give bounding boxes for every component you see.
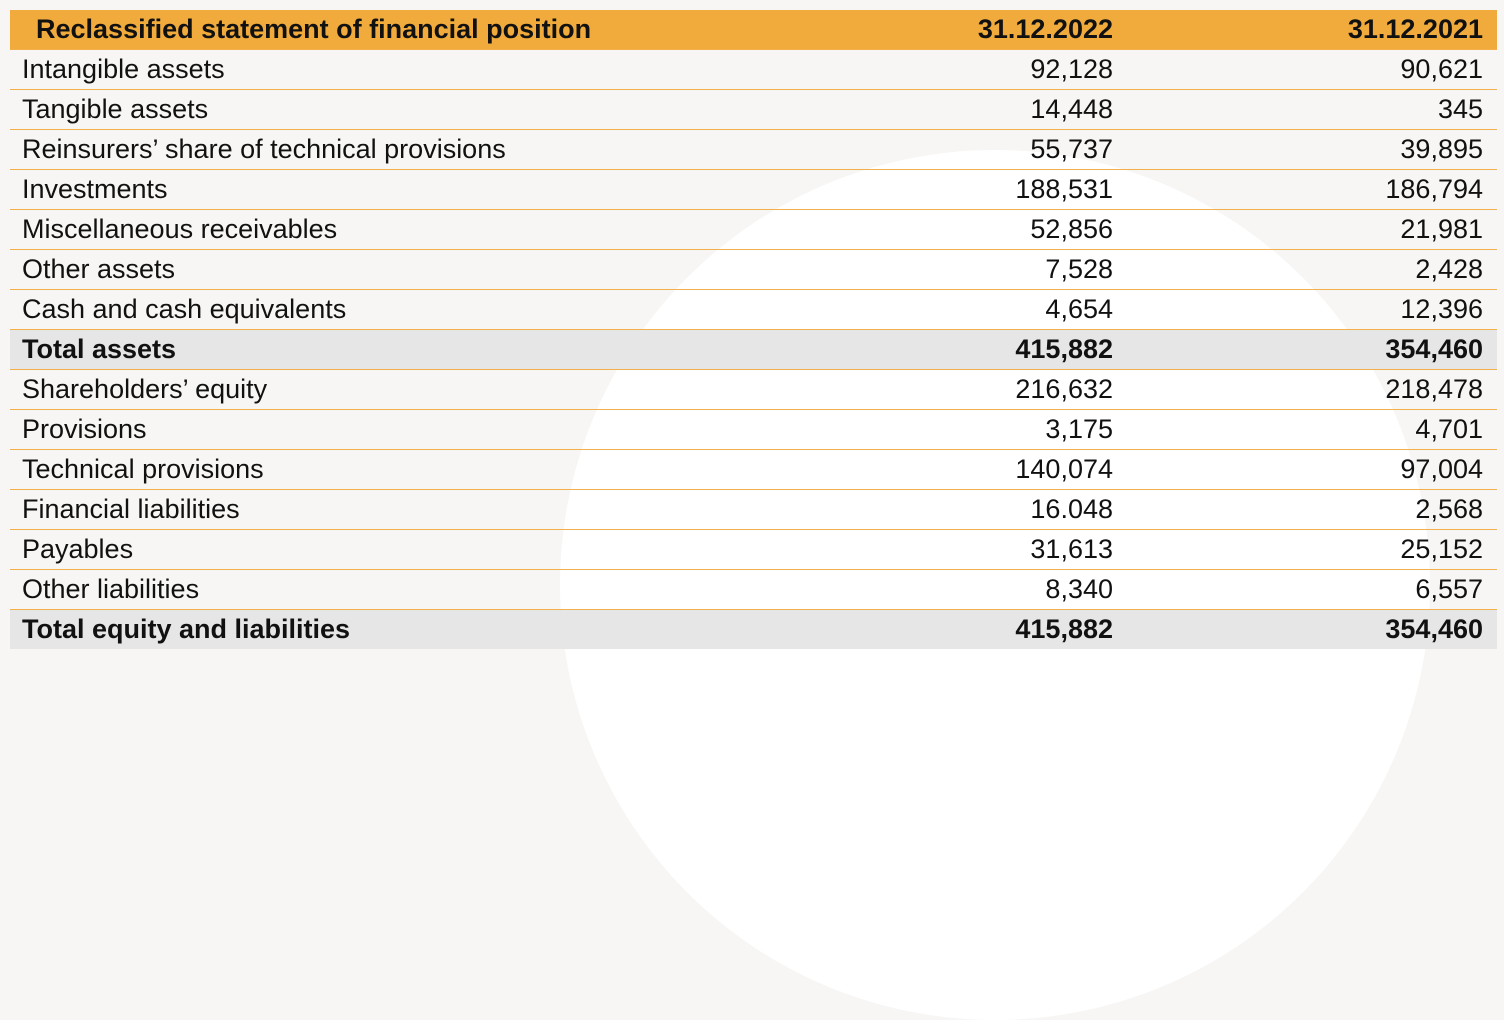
header-2022: 31.12.2022 bbox=[638, 10, 1113, 50]
row-label: Technical provisions bbox=[10, 449, 638, 490]
value-2022: 92,128 bbox=[638, 49, 1113, 90]
financial-position-table: Reclassified statement of financial posi… bbox=[10, 10, 1497, 649]
table-row: Cash and cash equivalents 4,654 12,396 bbox=[10, 289, 1497, 330]
table-row: Investments 188,531 186,794 bbox=[10, 169, 1497, 210]
value-2021: 2,428 bbox=[1113, 249, 1497, 290]
table-row: Financial liabilities 16.048 2,568 bbox=[10, 489, 1497, 530]
value-2021: 4,701 bbox=[1113, 409, 1497, 450]
row-label: Intangible assets bbox=[10, 49, 638, 90]
row-label: Shareholders’ equity bbox=[10, 369, 638, 410]
value-2021: 218,478 bbox=[1113, 369, 1497, 410]
table-row: Tangible assets 14,448 345 bbox=[10, 89, 1497, 130]
header-label: Reclassified statement of financial posi… bbox=[10, 10, 638, 50]
value-2021: 12,396 bbox=[1113, 289, 1497, 330]
value-2022: 4,654 bbox=[638, 289, 1113, 330]
value-2022: 140,074 bbox=[638, 449, 1113, 490]
row-label: Tangible assets bbox=[10, 89, 638, 130]
row-label: Total assets bbox=[10, 329, 638, 370]
value-2021: 39,895 bbox=[1113, 129, 1497, 170]
value-2022: 7,528 bbox=[638, 249, 1113, 290]
value-2021: 354,460 bbox=[1113, 329, 1497, 370]
value-2022: 415,882 bbox=[638, 329, 1113, 370]
table-row: Other assets 7,528 2,428 bbox=[10, 249, 1497, 290]
table-row: Reinsurers’ share of technical provision… bbox=[10, 129, 1497, 170]
row-label: Other assets bbox=[10, 249, 638, 290]
table-row: Miscellaneous receivables 52,856 21,981 bbox=[10, 209, 1497, 250]
table-row: Other liabilities 8,340 6,557 bbox=[10, 569, 1497, 610]
value-2021: 90,621 bbox=[1113, 49, 1497, 90]
header-2021: 31.12.2021 bbox=[1113, 10, 1497, 50]
value-2022: 14,448 bbox=[638, 89, 1113, 130]
value-2021: 6,557 bbox=[1113, 569, 1497, 610]
row-label: Other liabilities bbox=[10, 569, 638, 610]
row-label: Total equity and liabilities bbox=[10, 609, 638, 649]
value-2022: 52,856 bbox=[638, 209, 1113, 250]
table-row: Intangible assets 92,128 90,621 bbox=[10, 49, 1497, 90]
row-label: Reinsurers’ share of technical provision… bbox=[10, 129, 638, 170]
table-row: Technical provisions 140,074 97,004 bbox=[10, 449, 1497, 490]
value-2022: 188,531 bbox=[638, 169, 1113, 210]
value-2021: 345 bbox=[1113, 89, 1497, 130]
value-2022: 31,613 bbox=[638, 529, 1113, 570]
value-2021: 186,794 bbox=[1113, 169, 1497, 210]
table-row: Provisions 3,175 4,701 bbox=[10, 409, 1497, 450]
value-2021: 2,568 bbox=[1113, 489, 1497, 530]
row-label: Miscellaneous receivables bbox=[10, 209, 638, 250]
table-row: Payables 31,613 25,152 bbox=[10, 529, 1497, 570]
value-2022: 216,632 bbox=[638, 369, 1113, 410]
value-2021: 354,460 bbox=[1113, 609, 1497, 649]
row-label: Payables bbox=[10, 529, 638, 570]
row-label: Cash and cash equivalents bbox=[10, 289, 638, 330]
row-label: Provisions bbox=[10, 409, 638, 450]
table-header-row: Reclassified statement of financial posi… bbox=[10, 10, 1497, 50]
value-2022: 8,340 bbox=[638, 569, 1113, 610]
value-2022: 55,737 bbox=[638, 129, 1113, 170]
row-label: Financial liabilities bbox=[10, 489, 638, 530]
value-2021: 25,152 bbox=[1113, 529, 1497, 570]
value-2021: 21,981 bbox=[1113, 209, 1497, 250]
row-label: Investments bbox=[10, 169, 638, 210]
total-row: Total assets 415,882 354,460 bbox=[10, 329, 1497, 370]
value-2022: 3,175 bbox=[638, 409, 1113, 450]
total-row: Total equity and liabilities 415,882 354,4… bbox=[10, 609, 1497, 649]
table-row: Shareholders’ equity 216,632 218,478 bbox=[10, 369, 1497, 410]
value-2022: 16.048 bbox=[638, 489, 1113, 530]
value-2022: 415,882 bbox=[638, 609, 1113, 649]
value-2021: 97,004 bbox=[1113, 449, 1497, 490]
